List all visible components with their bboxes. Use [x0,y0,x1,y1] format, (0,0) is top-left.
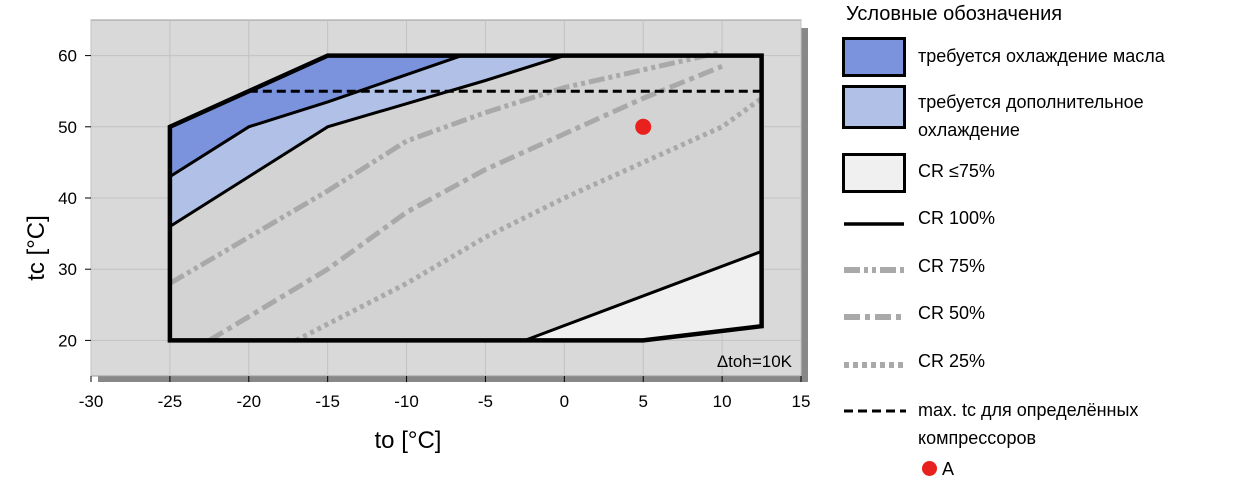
legend-line-max-tc [844,409,906,413]
x-tick-label: -20 [236,392,261,411]
x-tick-label: -25 [158,392,183,411]
legend-label: требуется охлаждение масла [918,46,1165,66]
legend: Условные обозначения требуется охлаждени… [838,0,1244,489]
legend-label: CR 50% [918,303,986,323]
y-tick-label: 60 [58,47,77,66]
legend-swatch-additional-cooling [842,85,906,129]
legend-line-cr-100 [844,222,904,226]
legend-label: max. tc для определённых компрессоров [918,400,1139,448]
legend-label: CR ≤75% [918,161,995,181]
legend-point-a-label: A [942,459,955,479]
x-tick-label: 5 [638,392,647,411]
series-lines [168,49,764,343]
x-tick-label: -15 [315,392,340,411]
chart: -30 -25 -20 -15 -10 -5 0 5 10 15 20 30 40 50 60 Δtoh=1… [23,19,810,454]
y-tick-label: 30 [58,260,77,279]
legend-point-a-marker [922,461,937,476]
series-line-cr50 [208,63,724,343]
legend-line-cr-50 [844,314,906,320]
legend-title: Условные обозначения [846,3,1063,25]
point-a-marker [635,118,652,135]
region-oil-cooling [169,55,462,177]
series-line-cr100 [169,54,463,178]
x-tick-label: -30 [79,392,104,411]
envelope [167,53,764,343]
regions [169,55,762,341]
y-tick-label: 20 [58,331,77,350]
x-tick-label: 0 [560,392,569,411]
legend-label: CR 75% [918,256,986,276]
legend-swatch-oil-cooling [842,37,906,77]
y-axis-title: tc [°C] [23,215,50,281]
legend-label: CR 100% [918,208,996,228]
legend-line-cr-25 [844,362,906,368]
series-line-cr100 [169,54,565,228]
ticks: -30 -25 -20 -15 -10 -5 0 5 10 15 20 30 40 50 60 [58,47,810,411]
legend-label: требуется дополнительное охлаждение [918,92,1144,140]
x-tick-label: 10 [713,392,732,411]
envelope-outline [167,53,764,343]
x-tick-label: -10 [394,392,419,411]
legend-swatch-cr-le-75 [842,153,906,193]
legend-label: CR 25% [918,351,986,371]
y-tick-label: 40 [58,189,77,208]
legend-line-cr-75 [844,267,906,273]
x-tick-label: -5 [478,392,493,411]
y-tick-label: 50 [58,118,77,137]
x-axis-title: to [°C] [375,427,442,454]
series-line-cr75 [168,49,723,286]
x-tick-label: 15 [792,392,811,411]
series-line-cr100 [524,249,763,342]
annotation-dtoh: Δtoh=10K [717,352,793,371]
